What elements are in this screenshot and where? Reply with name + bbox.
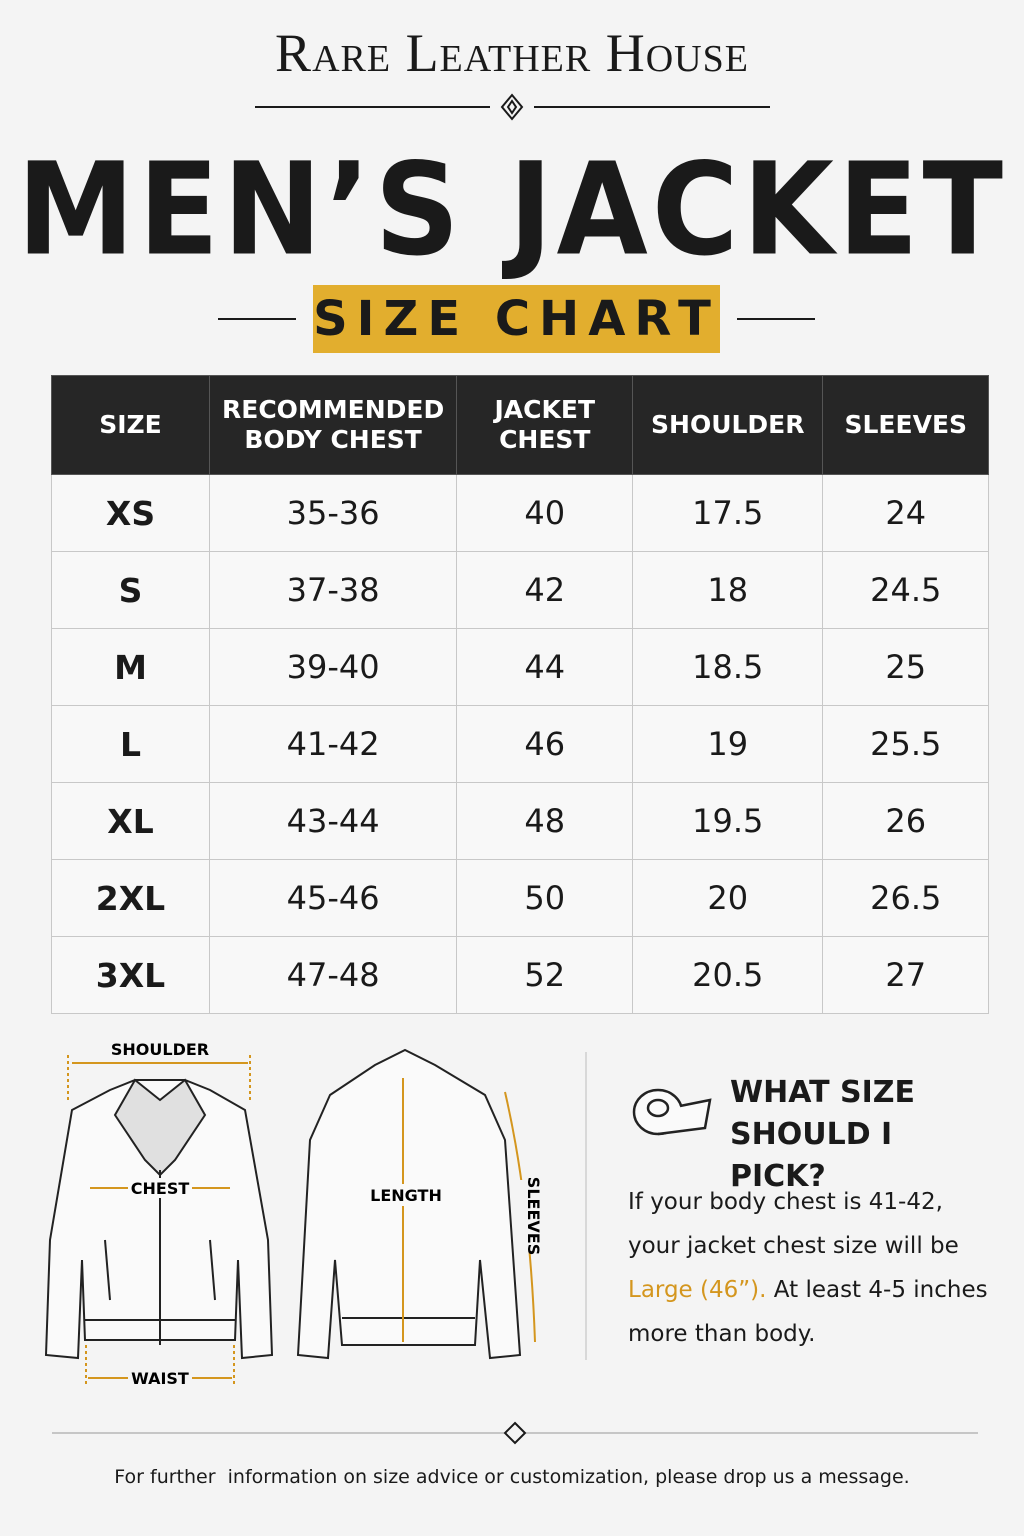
diagram-label: WAIST [131, 1369, 189, 1388]
size-cell: 3XL [51, 936, 210, 1014]
table-row: S 37-38 42 18 24.5 [51, 551, 990, 629]
measure-cell: 39-40 [208, 628, 458, 706]
measure-cell: 43-44 [208, 782, 458, 860]
label-bg [128, 1368, 192, 1388]
advice-text: If your body chest is 41-42, your jacket… [628, 1180, 998, 1356]
measure-cell: 44 [456, 628, 634, 706]
advice-start: If your body chest is 41-42, your jacket… [628, 1189, 959, 1259]
measure-cell: 26 [822, 782, 990, 860]
footer: For further information on size advice o… [114, 1466, 910, 1488]
measure-cell: 24.5 [822, 551, 990, 629]
brand: Rare Leather House [275, 23, 749, 83]
diagram-label: CHEST [131, 1179, 190, 1198]
measure-cell: 25.5 [822, 705, 990, 783]
measure-cell: 41-42 [208, 705, 458, 783]
column-header: SLEEVES [822, 375, 990, 475]
size-cell: XS [51, 474, 210, 552]
advice-highlight: Large (46”). [628, 1277, 767, 1303]
diagram-label: LENGTH [370, 1186, 442, 1205]
measure-cell: 19 [632, 705, 824, 783]
size-cell: L [51, 705, 210, 783]
table-row: 2XL 45-46 50 20 26.5 [51, 859, 990, 937]
size-table: SIZE RECOMMENDED BODY CHEST JACKET CHEST SH… [51, 375, 990, 1014]
column-header: JACKET CHEST [456, 375, 634, 475]
advice-title: WHAT SIZE SHOULD I PICK? [730, 1075, 916, 1194]
measure-cell: 40 [456, 474, 634, 552]
column-header: SIZE [51, 375, 210, 475]
column-header: RECOMMENDED BODY CHEST [208, 375, 458, 475]
measure-cell: 35-36 [208, 474, 458, 552]
measure-cell: 50 [456, 859, 634, 937]
measure-cell: 26.5 [822, 859, 990, 937]
header-row: SIZE RECOMMENDED BODY CHEST JACKET CHEST SH… [51, 375, 990, 475]
diagram-label: SLEEVES [524, 1177, 543, 1255]
measure-cell: 45-46 [208, 859, 458, 937]
measure-cell: 19.5 [632, 782, 824, 860]
subtitle-band [313, 285, 720, 353]
measure-cell: 48 [456, 782, 634, 860]
measure-cell: 24 [822, 474, 990, 552]
measure-cell: 18 [632, 551, 824, 629]
table-row: L 41-42 46 19 25.5 [51, 705, 990, 783]
measure-cell: 25 [822, 628, 990, 706]
size-cell: M [51, 628, 210, 706]
jacket-front [44, 1078, 274, 1360]
diagram-label: SHOULDER [111, 1040, 209, 1059]
label-bg [372, 1184, 438, 1206]
column-header: SHOULDER [632, 375, 824, 475]
measure-cell: 17.5 [632, 474, 824, 552]
label-bg [520, 1180, 548, 1252]
measure-cell: 20.5 [632, 936, 824, 1014]
measure-cell: 27 [822, 936, 990, 1014]
label-bg [108, 1039, 212, 1059]
measure-cell: 18.5 [632, 628, 824, 706]
label-bg [128, 1178, 192, 1198]
measure-cell: 42 [456, 551, 634, 629]
measure-cell: 47-48 [208, 936, 458, 1014]
table-row: XS 35-36 40 17.5 24 [51, 474, 990, 552]
tape-icon [632, 1088, 712, 1136]
table-row: M 39-40 44 18.5 25 [51, 628, 990, 706]
measure-cell: 52 [456, 936, 634, 1014]
table-row: XL 43-44 48 19.5 26 [51, 782, 990, 860]
measure-cell: 20 [632, 859, 824, 937]
ornament [52, 93, 978, 1445]
measure-cell: 37-38 [208, 551, 458, 629]
size-cell: XL [51, 782, 210, 860]
size-cell: 2XL [51, 859, 210, 937]
measure-cell: 46 [456, 705, 634, 783]
size-cell: S [51, 551, 210, 629]
title: MEN’S JACKET [16, 134, 1008, 284]
advice-end: At least 4-5 inches more than body. [628, 1277, 988, 1347]
table-row: 3XL 47-48 52 20.5 27 [51, 936, 990, 1014]
subtitle: SIZE CHART [313, 291, 720, 347]
